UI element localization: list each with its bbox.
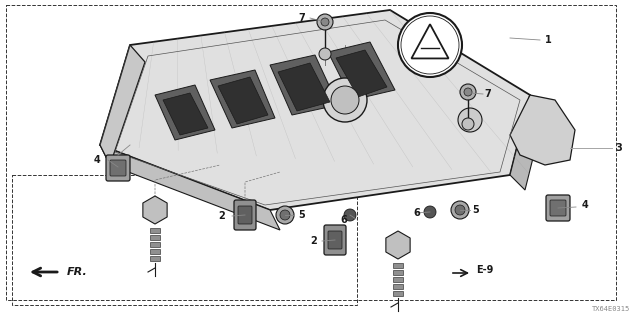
Polygon shape [510,95,545,190]
Circle shape [317,14,333,30]
FancyBboxPatch shape [106,155,130,181]
Circle shape [344,209,356,221]
Text: 6: 6 [340,215,347,225]
FancyBboxPatch shape [150,256,160,261]
Polygon shape [163,93,208,135]
FancyBboxPatch shape [393,270,403,275]
Circle shape [451,201,469,219]
FancyBboxPatch shape [238,206,252,224]
Circle shape [331,86,359,114]
FancyBboxPatch shape [393,284,403,289]
Polygon shape [328,42,395,100]
Circle shape [321,18,329,26]
Circle shape [424,206,436,218]
Circle shape [323,78,367,122]
Polygon shape [100,10,530,210]
Polygon shape [386,231,410,259]
FancyBboxPatch shape [150,228,160,233]
Polygon shape [143,196,167,224]
Text: 7: 7 [484,89,491,99]
Circle shape [276,206,294,224]
FancyBboxPatch shape [150,235,160,240]
FancyBboxPatch shape [393,263,403,268]
FancyBboxPatch shape [150,249,160,254]
Polygon shape [100,45,145,165]
Text: 3: 3 [615,143,621,153]
Text: 1: 1 [545,35,552,45]
Circle shape [458,108,482,132]
Polygon shape [218,77,268,124]
Text: 2: 2 [218,211,225,221]
FancyBboxPatch shape [150,242,160,247]
FancyBboxPatch shape [328,231,342,249]
Circle shape [455,205,465,215]
Text: FR.: FR. [67,267,88,277]
Circle shape [319,48,331,60]
FancyBboxPatch shape [393,291,403,296]
Bar [12,175,357,305]
Text: 5: 5 [298,210,305,220]
Polygon shape [336,50,387,97]
FancyBboxPatch shape [550,200,566,216]
Polygon shape [270,55,338,115]
Text: 4: 4 [93,155,100,165]
Polygon shape [100,145,280,230]
Text: 6: 6 [413,208,420,218]
Circle shape [280,210,290,220]
Circle shape [464,88,472,96]
FancyBboxPatch shape [110,160,126,176]
FancyBboxPatch shape [393,277,403,282]
FancyBboxPatch shape [324,225,346,255]
Polygon shape [210,70,275,128]
Text: E-9: E-9 [476,265,493,275]
Text: 7: 7 [298,13,305,23]
Text: TX64E0315: TX64E0315 [592,306,630,312]
Polygon shape [155,85,215,140]
FancyBboxPatch shape [234,200,256,230]
Polygon shape [278,63,330,111]
Circle shape [462,118,474,130]
Text: 5: 5 [472,205,479,215]
Polygon shape [510,95,575,165]
FancyBboxPatch shape [546,195,570,221]
Text: 2: 2 [310,236,317,246]
Circle shape [398,13,462,77]
Text: 4: 4 [582,200,589,210]
Circle shape [460,84,476,100]
